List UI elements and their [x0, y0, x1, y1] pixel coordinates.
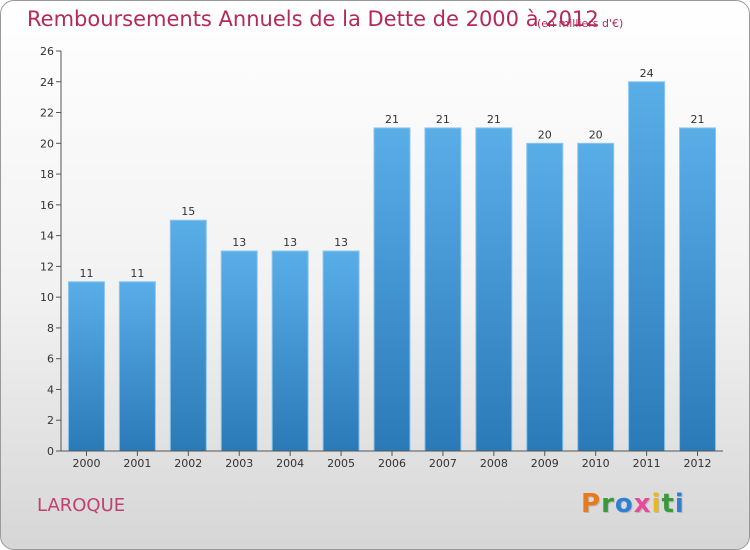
- data-label-2012: 21: [691, 113, 705, 126]
- x-tick-label-2010: 2010: [582, 457, 610, 470]
- x-tick-label-2012: 2012: [684, 457, 712, 470]
- data-label-2010: 20: [589, 128, 603, 141]
- data-label-2001: 11: [130, 267, 144, 280]
- x-tick-label-2003: 2003: [225, 457, 253, 470]
- y-tick-label: 16: [40, 199, 54, 212]
- y-tick-label: 4: [47, 383, 54, 396]
- x-tick-label-2008: 2008: [480, 457, 508, 470]
- logo-letter: i: [651, 489, 662, 519]
- data-label-2009: 20: [538, 128, 552, 141]
- y-tick-label: 12: [40, 260, 54, 273]
- data-label-2008: 21: [487, 113, 501, 126]
- bar-2003: [220, 250, 258, 452]
- bars-group: 11 11 15 13 13 13 21 21 21 20 20 24 21: [67, 67, 717, 452]
- y-tick-label: 22: [40, 107, 54, 120]
- proxiti-logo: Proxiti: [581, 489, 685, 519]
- bar-2004: [271, 250, 309, 452]
- data-label-2006: 21: [385, 113, 399, 126]
- data-label-2004: 13: [283, 236, 297, 249]
- bar-2010: [577, 142, 615, 452]
- logo-letter: r: [601, 489, 615, 519]
- bar-2007: [424, 127, 462, 452]
- bar-2008: [475, 127, 513, 452]
- y-tick-label: 2: [47, 414, 54, 427]
- x-tick-label-2007: 2007: [429, 457, 457, 470]
- x-tick-label-2002: 2002: [174, 457, 202, 470]
- commune-name: LAROQUE: [37, 495, 126, 516]
- logo-letter: i: [674, 489, 685, 519]
- data-label-2000: 11: [79, 267, 93, 280]
- data-label-2007: 21: [436, 113, 450, 126]
- y-tick-label: 18: [40, 168, 54, 181]
- bar-2001: [118, 281, 156, 452]
- x-tick-label-2005: 2005: [327, 457, 355, 470]
- y-tick-label: 24: [40, 76, 54, 89]
- data-label-2003: 13: [232, 236, 246, 249]
- y-tick-label: 0: [47, 445, 54, 458]
- bar-2002: [169, 219, 207, 452]
- data-label-2011: 24: [640, 67, 654, 80]
- x-tick-label-2000: 2000: [72, 457, 100, 470]
- y-tick-label: 8: [47, 322, 54, 335]
- logo-letter: t: [661, 489, 675, 519]
- bar-2005: [322, 250, 360, 452]
- y-tick-label: 6: [47, 353, 54, 366]
- logo-letter: o: [614, 489, 634, 519]
- x-tick-label-2004: 2004: [276, 457, 304, 470]
- x-tick-label-2009: 2009: [531, 457, 559, 470]
- bar-2011: [628, 81, 666, 452]
- y-tick-label: 14: [40, 230, 54, 243]
- data-label-2002: 15: [181, 205, 195, 218]
- bar-2006: [373, 127, 411, 452]
- chart-title: Remboursements Annuels de la Dette de 20…: [27, 7, 599, 31]
- x-tick-label-2011: 2011: [633, 457, 661, 470]
- bar-2000: [67, 281, 105, 452]
- x-tick-label-2006: 2006: [378, 457, 406, 470]
- data-label-2005: 13: [334, 236, 348, 249]
- chart-subtitle: (en milliers d'€): [537, 17, 624, 30]
- bar-2009: [526, 142, 564, 452]
- logo-letter: x: [633, 489, 652, 519]
- logo-letter: P: [581, 489, 602, 519]
- y-tick-label: 20: [40, 137, 54, 150]
- x-tick-label-2001: 2001: [123, 457, 151, 470]
- y-tick-label: 26: [40, 45, 54, 58]
- bar-2012: [679, 127, 717, 452]
- y-tick-label: 10: [40, 291, 54, 304]
